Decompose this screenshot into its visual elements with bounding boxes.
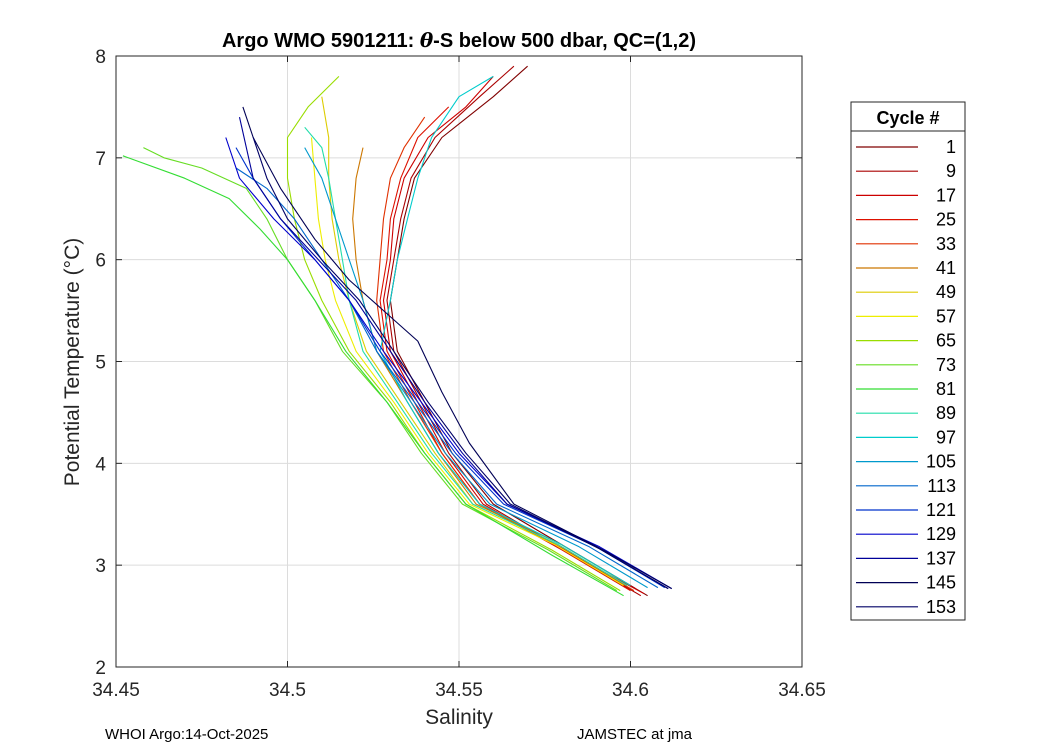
legend-label: 1 bbox=[946, 137, 956, 157]
legend-entry: 129 bbox=[856, 524, 956, 544]
x-tick-label: 34.45 bbox=[92, 680, 140, 701]
legend-entry: 145 bbox=[856, 573, 956, 593]
x-tick-label: 34.65 bbox=[778, 680, 826, 701]
legend-label: 81 bbox=[936, 379, 956, 399]
legend-entry: 113 bbox=[856, 476, 956, 496]
title-prefix: Argo WMO 5901211: bbox=[222, 30, 420, 52]
y-tick-label: 7 bbox=[95, 149, 106, 170]
legend-entry: 17 bbox=[856, 185, 956, 205]
legend-label: 25 bbox=[936, 210, 956, 230]
title-theta: θ bbox=[420, 28, 434, 52]
legend-entry: 9 bbox=[856, 161, 956, 181]
legend-entry: 1 bbox=[856, 137, 956, 157]
series-line-cycle-113 bbox=[235, 167, 659, 589]
legend-entry: 41 bbox=[856, 258, 956, 278]
legend-label: 153 bbox=[926, 597, 956, 617]
x-axis-label: Salinity bbox=[425, 706, 493, 729]
legend-label: 65 bbox=[936, 331, 956, 351]
legend-label: 17 bbox=[936, 185, 956, 205]
legend-entry: 121 bbox=[856, 500, 956, 520]
series-line-cycle-121 bbox=[235, 147, 666, 589]
series-line-cycle-17 bbox=[382, 76, 645, 595]
legend-label: 105 bbox=[926, 452, 956, 472]
plot-area bbox=[122, 65, 672, 597]
y-axis-label: Potential Temperature (°C) bbox=[61, 238, 84, 486]
series-line-cycle-129 bbox=[225, 137, 672, 590]
footer-source: WHOI Argo:14-Oct-2025 bbox=[105, 726, 269, 743]
series-line-cycle-57 bbox=[310, 137, 624, 586]
y-tick-label: 2 bbox=[95, 658, 106, 679]
legend-label: 129 bbox=[926, 524, 956, 544]
legend-label: 57 bbox=[936, 306, 956, 326]
footer-credit: JAMSTEC at jma bbox=[577, 726, 693, 743]
legend-label: 89 bbox=[936, 403, 956, 423]
legend-entry: 65 bbox=[856, 331, 956, 351]
series-line-cycle-137 bbox=[238, 116, 669, 590]
grid-lines bbox=[115, 55, 803, 668]
legend-label: 33 bbox=[936, 234, 956, 254]
series-line-cycle-97 bbox=[379, 75, 631, 586]
legend-entry: 33 bbox=[856, 234, 956, 254]
legend-entry: 97 bbox=[856, 427, 956, 447]
legend-label: 145 bbox=[926, 573, 956, 593]
chart-title: Argo WMO 5901211: θ-S below 500 dbar, QC… bbox=[222, 28, 696, 52]
legend-label: 41 bbox=[936, 258, 956, 278]
series-line-cycle-153 bbox=[252, 137, 669, 590]
legend-entry: 137 bbox=[856, 548, 956, 568]
x-tick-label: 34.6 bbox=[612, 680, 649, 701]
legend-label: 137 bbox=[926, 548, 956, 568]
legend-entry: 81 bbox=[856, 379, 956, 399]
legend-label: 73 bbox=[936, 355, 956, 375]
series-line-cycle-81 bbox=[122, 155, 624, 597]
legend-label: 97 bbox=[936, 427, 956, 447]
x-tick-label: 34.5 bbox=[269, 680, 306, 701]
series-line-cycle-65 bbox=[286, 76, 621, 592]
axis-ticks: 34.45 34.5 34.55 34.6 34.65 2 3 4 5 6 7 8 bbox=[92, 47, 826, 701]
legend-label: 9 bbox=[946, 161, 956, 181]
series-line-cycle-49 bbox=[321, 96, 628, 586]
legend-entry: 105 bbox=[856, 452, 956, 472]
series-line-cycle-145 bbox=[242, 106, 672, 590]
y-tick-label: 8 bbox=[95, 47, 106, 68]
title-suffix: -S below 500 dbar, QC=(1,2) bbox=[433, 30, 696, 52]
y-tick-label: 6 bbox=[95, 251, 106, 272]
y-tick-label: 5 bbox=[95, 353, 106, 374]
legend-entry: 73 bbox=[856, 355, 956, 375]
legend-entry: 25 bbox=[856, 210, 956, 230]
legend: Cycle # 1 9 17 25 33 41 49 57 65 73 81 89 97 105 113 12… bbox=[850, 101, 966, 621]
legend-label: 113 bbox=[927, 476, 956, 496]
legend-title: Cycle # bbox=[876, 108, 939, 128]
legend-entry: 153 bbox=[856, 597, 956, 617]
series-line-cycle-9 bbox=[386, 65, 642, 597]
x-tick-label: 34.55 bbox=[435, 680, 483, 701]
legend-items: 1 9 17 25 33 41 49 57 65 73 81 89 97 105 113 121 129 137 1… bbox=[856, 137, 956, 617]
legend-entry: 89 bbox=[856, 403, 956, 423]
legend-entry: 57 bbox=[856, 306, 956, 326]
legend-label: 49 bbox=[936, 282, 956, 302]
y-tick-label: 3 bbox=[95, 556, 106, 577]
y-tick-label: 4 bbox=[95, 454, 106, 475]
legend-entry: 49 bbox=[856, 282, 956, 302]
series-line-cycle-89 bbox=[304, 126, 628, 586]
legend-label: 121 bbox=[926, 500, 956, 520]
